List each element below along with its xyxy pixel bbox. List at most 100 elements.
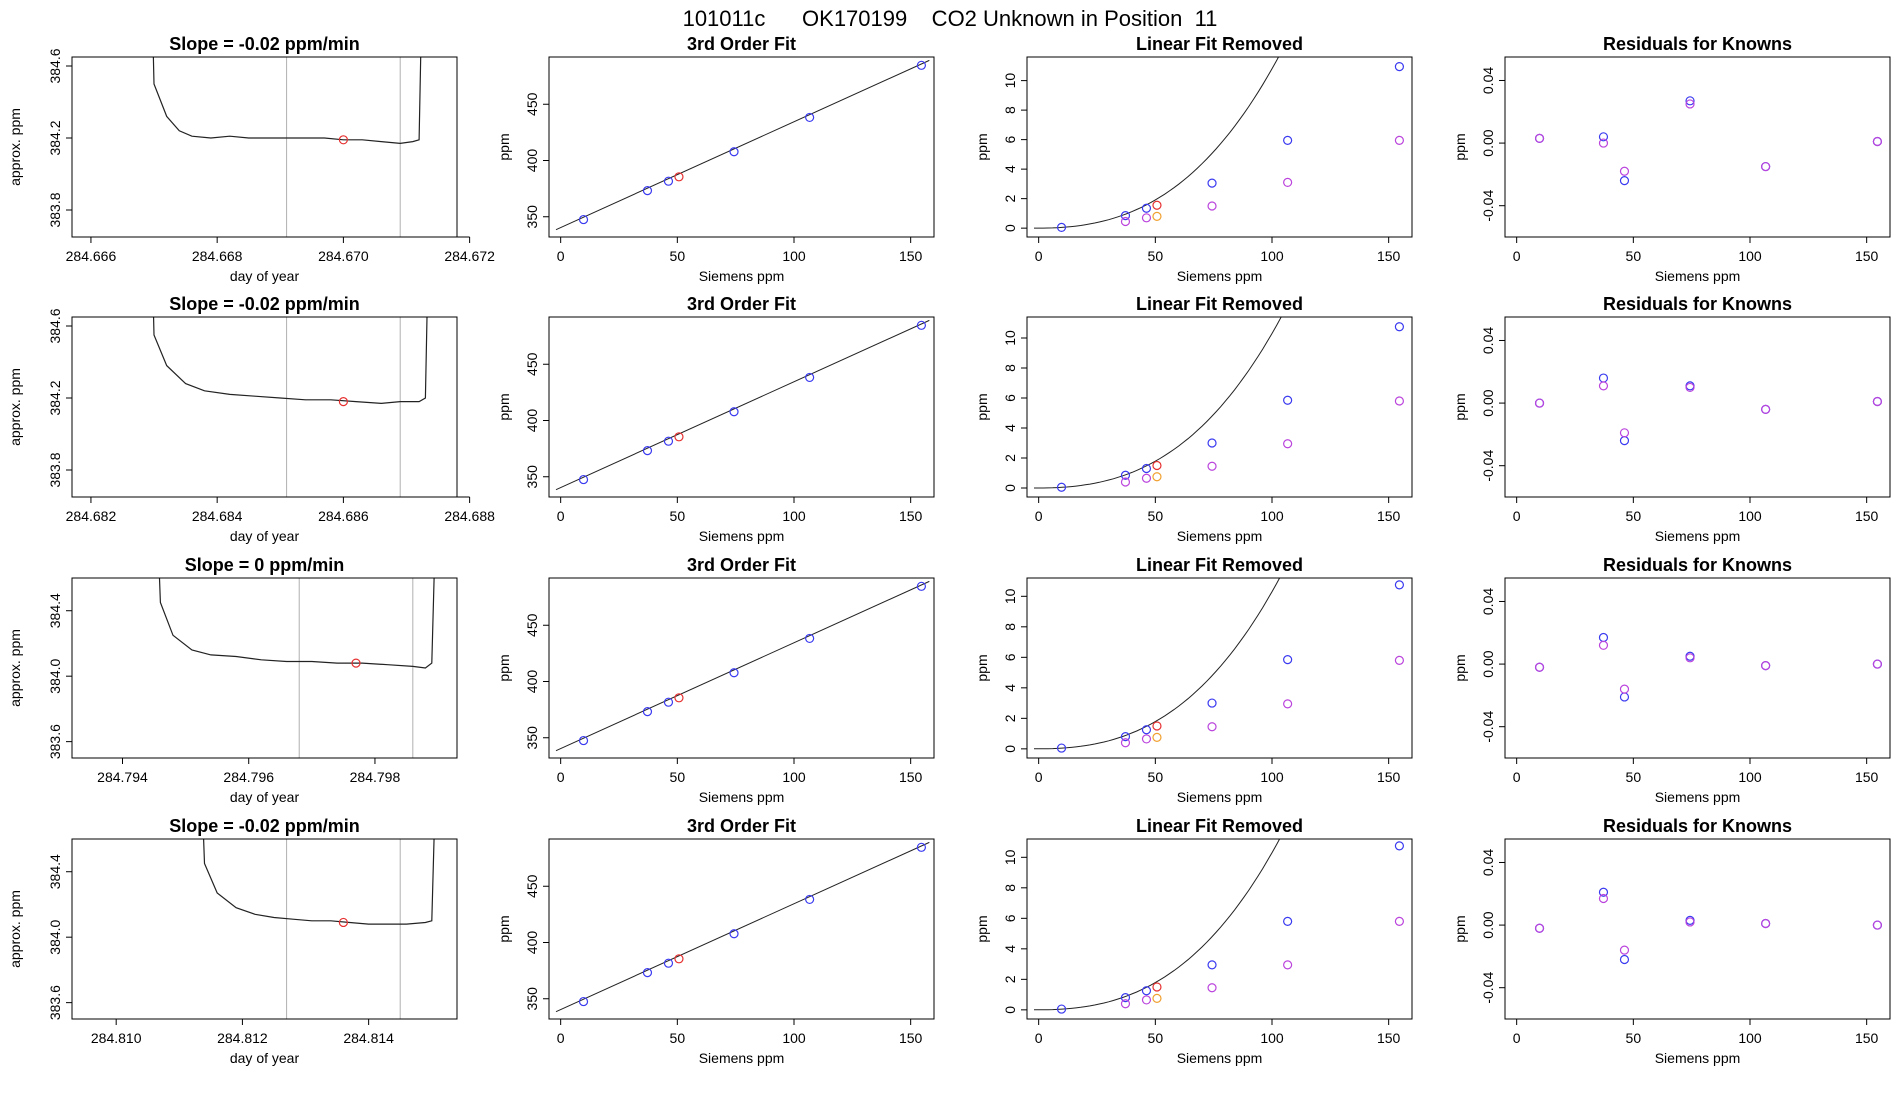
chart-panel-4: Residuals for Knowns 0 50 100 150 Siemens ppm… [1452,34,1891,284]
data-point-unknown [1152,200,1162,210]
x-tick-label: 284.814 [343,1030,394,1046]
chart-title: Linear Fit Removed [1136,294,1303,314]
data-point-unknown [1152,982,1162,992]
fit-line [555,319,930,491]
y-axis-label: ppm [974,393,990,420]
x-tick-label: 0 [557,508,565,524]
plot-frame [1504,577,1891,759]
y-tick-label: 350 [524,726,540,750]
x-tick-label: 150 [1377,769,1401,785]
chart-panel-11: Linear Fit Removed 0 50 100 150 Siemens ppm 0 2… [974,555,1413,805]
x-tick-label: 50 [1626,1030,1642,1046]
y-tick-label: 0 [1002,484,1018,492]
y-tick-label: 2 [1002,454,1018,462]
data-point-knowns [642,446,653,456]
data-point-unknown [674,172,684,182]
y-tick-label: 2 [1002,714,1018,722]
x-tick-label: 150 [1377,1030,1401,1046]
data-point-fit-3 [1685,96,1695,106]
y-tick-label: 384.2 [47,380,63,415]
data-point-fit-2 [1534,662,1545,672]
x-tick-label: 100 [782,248,806,264]
y-tick-label: 383.6 [47,985,63,1020]
x-tick-label: 100 [1738,1030,1762,1046]
x-tick-label: 150 [1855,1030,1879,1046]
y-tick-label: 384.4 [47,593,63,628]
data-point-linear [1120,477,1131,487]
data-point-knowns [1283,395,1293,405]
y-tick-label: 8 [1002,884,1018,892]
data-point-knowns [1394,841,1405,851]
y-tick-label: -0.04 [1480,450,1496,482]
x-tick-label: 0 [557,769,565,785]
y-tick-label: -0.04 [1480,711,1496,743]
plot-body [152,317,428,497]
x-tick-label: 284.812 [217,1030,268,1046]
y-axis-label: ppm [496,393,512,420]
data-point-fit-2 [1872,659,1883,669]
data-point-fit-3 [1619,692,1630,702]
concentration-trace [158,578,435,669]
fit-line [555,580,930,752]
data-point-knowns [1207,960,1217,970]
y-tick-label: 10 [1002,588,1018,604]
plot-frame [1504,56,1891,238]
x-tick-label: 284.794 [97,769,148,785]
data-point-fit-2 [1685,917,1695,927]
y-tick-label: 8 [1002,623,1018,631]
data-point-knowns [805,372,815,383]
data-point-knowns [1141,986,1152,996]
x-tick-label: 50 [1148,769,1164,785]
data-point-knowns [1056,482,1067,492]
data-point-fit-2 [1761,404,1771,414]
plot-frame [71,577,458,759]
x-tick-label: 284.684 [192,508,243,524]
x-axis-label: Siemens ppm [1655,789,1741,805]
y-tick-label: 4 [1002,424,1018,432]
chart-title: 3rd Order Fit [687,294,796,314]
data-point-knowns [916,842,927,852]
data-point-fit-2 [1872,396,1883,407]
data-point-linear [1207,983,1217,993]
plot-body [555,59,930,231]
data-point-knowns [1120,993,1131,1003]
data-point-knowns [663,958,674,968]
y-tick-label: 450 [524,92,540,116]
chart-panel-10: 3rd Order Fit 0 50 100 150 Siemens ppm 350 400 4… [496,555,935,805]
y-tick-label: 350 [524,465,540,489]
data-point-fit-3 [1619,954,1630,965]
y-axis-label: ppm [974,915,990,942]
data-point-fit-2 [1598,640,1609,650]
x-tick-label: 284.798 [350,769,401,785]
data-point-knowns [578,735,589,746]
x-tick-label: 50 [670,1030,686,1046]
x-tick-label: 50 [1626,248,1642,264]
plot-frame [1026,838,1413,1020]
fit-curve [1034,578,1281,750]
y-axis-label: ppm [974,133,990,160]
plot-body [1034,839,1405,1014]
y-tick-label: 350 [524,987,540,1011]
data-point-fit-2 [1598,138,1609,148]
data-point-linear [1120,738,1131,748]
concentration-trace [152,317,428,405]
plot-frame [1026,577,1413,759]
data-point-linear [1141,995,1152,1005]
fit-curve [1034,839,1281,1011]
data-point-knowns [1141,203,1152,213]
data-point-unknown-linear [1152,732,1162,743]
chart-panel-13: Slope = -0.02 ppm/min 284.810 284.812 284.8… [7,816,458,1066]
data-point-knowns [1283,916,1293,926]
mean-marker [338,917,348,928]
data-point-unknown-linear [1152,211,1162,221]
plot-frame [1504,838,1891,1020]
y-tick-label: 10 [1002,849,1018,865]
x-tick-label: 100 [1738,769,1762,785]
x-axis-label: Siemens ppm [699,528,785,544]
data-point-knowns [916,60,927,70]
y-tick-label: 384.2 [47,120,63,155]
data-point-unknown-linear [1152,993,1162,1004]
y-axis-label: ppm [1452,654,1468,681]
y-tick-label: 8 [1002,364,1018,372]
mean-marker [338,135,348,145]
